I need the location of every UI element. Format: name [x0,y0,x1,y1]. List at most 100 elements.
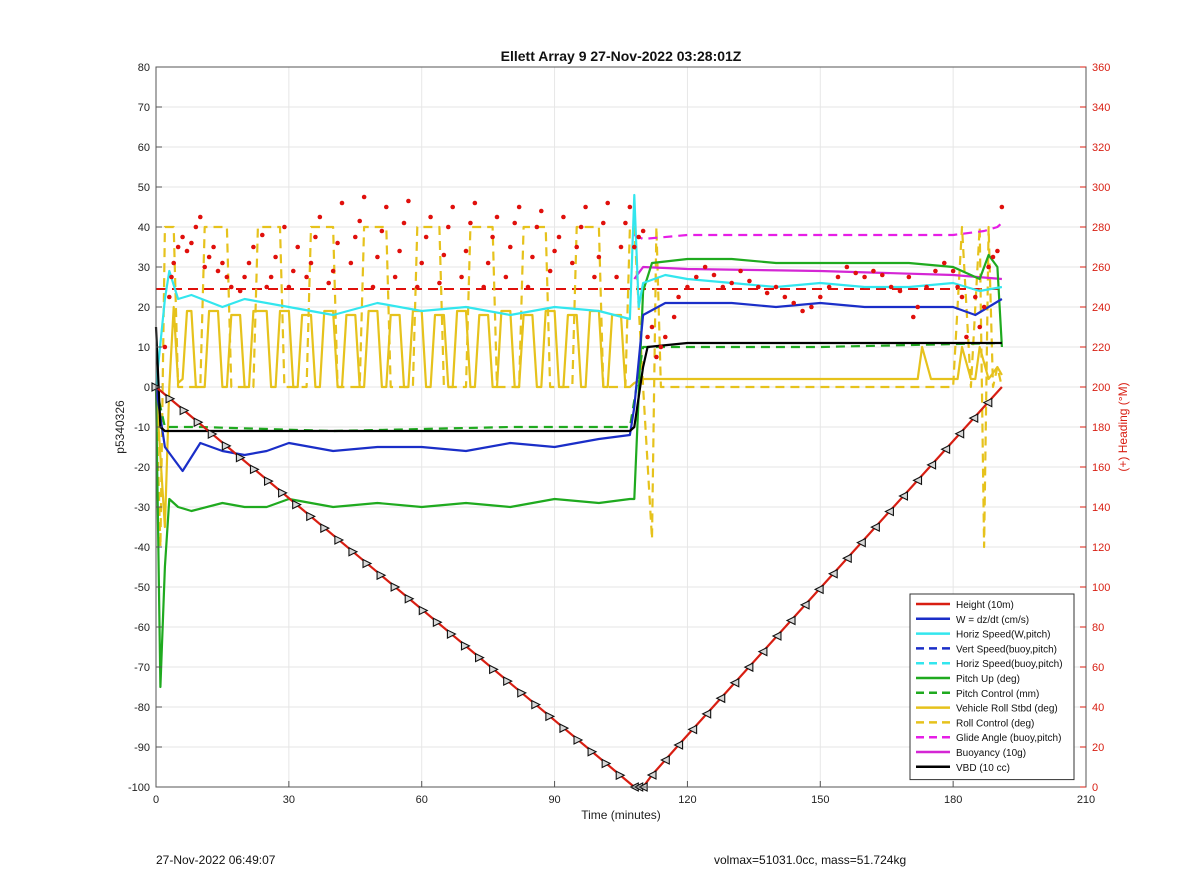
heading-point [999,204,1005,210]
heading-point [950,268,956,274]
series-line-horiz [154,193,1003,388]
heading-point [206,254,212,260]
x-tick-label: 0 [153,794,159,806]
y2-tick-label: 320 [1092,142,1110,154]
heading-point [459,274,464,280]
heading-point [317,214,323,220]
heading-point [175,244,181,250]
height-marker [729,677,740,688]
height-marker [362,558,373,569]
heading-point [485,260,491,266]
y2-tick-label: 200 [1092,382,1110,394]
height-marker [306,511,316,522]
heading-point [308,260,314,266]
heading-point [959,294,965,300]
heading-point [273,254,278,260]
height-marker [517,687,527,698]
y2-tick-label: 120 [1092,542,1110,554]
y2-tick-label: 300 [1092,182,1110,194]
heading-point [915,304,921,310]
heading-point [406,198,411,204]
heading-point [197,214,203,220]
heading-point [166,294,172,300]
height-marker [545,711,556,722]
heading-point [574,244,580,250]
heading-point [569,260,575,266]
heading-point [906,274,912,280]
heading-point [202,264,208,270]
y-axis-label: p5340326 [113,400,127,454]
height-marker [771,631,782,641]
heading-point [335,240,340,246]
heading-point [685,284,690,290]
heading-point [534,224,540,230]
heading-point [220,260,225,266]
heading-point [295,244,301,250]
heading-point [472,200,478,206]
heading-point [211,244,216,250]
y2-tick-label: 280 [1092,222,1110,234]
height-marker [432,617,443,628]
height-marker [884,506,894,517]
legend-label: Pitch Control (mm) [956,689,1039,700]
y2-tick-label: 20 [1092,742,1104,754]
heading-point [600,220,606,226]
heading-point [605,200,611,206]
heading-point [755,284,761,290]
height-marker [320,523,331,534]
height-marker [660,755,670,765]
heading-point [450,204,456,210]
heading-point [578,224,584,230]
heading-point [503,274,509,280]
heading-point [419,260,425,266]
y2-tick-label: 340 [1092,102,1110,114]
heading-point [423,234,429,240]
heading-point [561,214,566,220]
height-marker [460,640,471,651]
height-marker [587,746,598,757]
heading-point [596,254,602,260]
heading-point [189,240,194,246]
y2-tick-label: 160 [1092,462,1110,474]
heading-point [623,220,628,226]
y-tick-label: 30 [138,262,150,274]
y-tick-label: 60 [138,142,150,154]
heading-point [357,218,363,224]
heading-point [370,284,376,290]
heading-point [835,274,841,280]
height-marker [715,693,726,704]
heading-point [428,214,433,220]
y2-tick-label: 360 [1092,62,1110,74]
legend-label: Vert Speed(buoy,pitch) [956,644,1057,655]
heading-point [246,260,252,266]
heading-point [463,248,469,254]
heading-point [782,294,788,300]
heading-point [671,314,677,320]
y2-tick-label: 0 [1092,782,1098,794]
heading-point [640,228,646,234]
heading-point [627,204,633,210]
y-tick-label: 0 [144,382,150,394]
series-line-pitch-dashed [154,341,1002,433]
heading-point [445,224,451,230]
heading-point [972,294,978,300]
x-axis-label: Time (minutes) [581,808,661,822]
heading-point [809,304,814,310]
heading-point [583,204,588,210]
heading-point [941,260,947,266]
height-marker [856,537,866,548]
heading-point [268,274,274,280]
heading-point [977,324,983,330]
height-marker [221,440,232,451]
legend-label: Roll Control (deg) [956,718,1034,729]
height-marker [926,459,937,470]
y-tick-label: -30 [134,502,150,514]
height-marker [743,662,754,673]
heading-point [853,270,859,276]
heading-point [702,264,708,270]
heading-point [556,234,562,240]
heading-point [383,204,389,210]
legend-label: Horiz Speed(buoy,pitch) [956,659,1063,670]
heading-point [512,220,518,226]
heading-point [826,284,832,290]
